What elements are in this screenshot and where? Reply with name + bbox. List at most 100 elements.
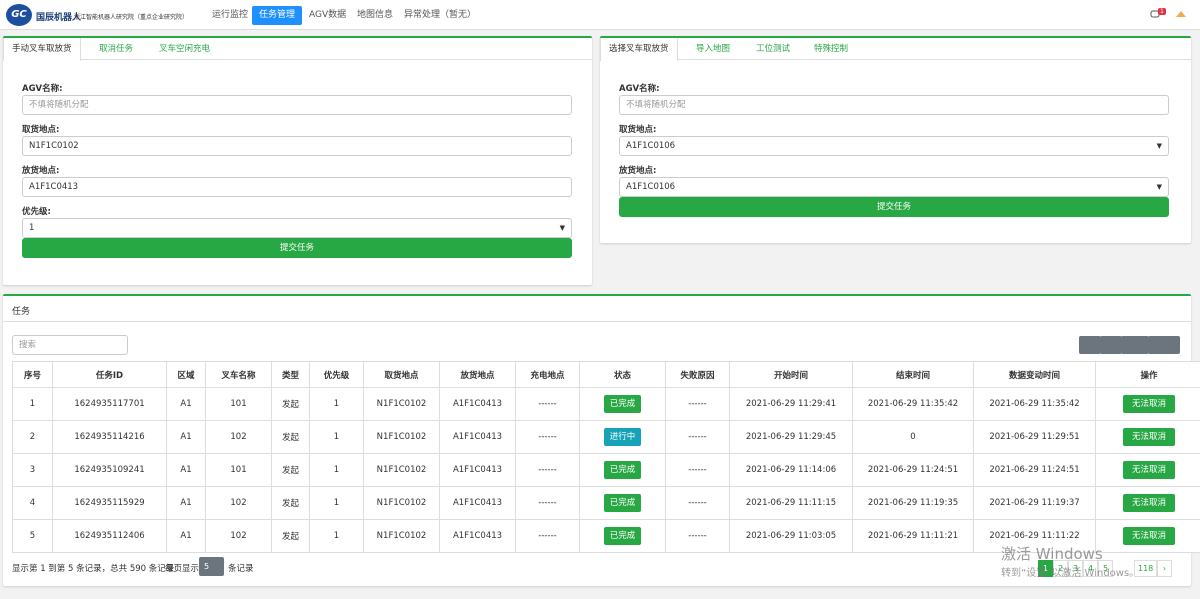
tab[interactable]: 手动叉车取放货 [3, 38, 81, 61]
cell: A1 [166, 453, 206, 487]
tabs: 手动叉车取放货 取消任务 叉车空闲充电 [3, 38, 592, 61]
select[interactable]: 1 ▼ [22, 218, 572, 238]
columns-button[interactable] [1121, 336, 1149, 354]
cell: N1F1C0102 [363, 519, 440, 553]
cell: A1F1C0413 [439, 387, 516, 421]
column-header: 数据变动时间 [973, 361, 1096, 388]
left-panel: 手动叉车取放货 取消任务 叉车空闲充电 AGV名称: 不填将随机分配 取货地点: N1F1C… [3, 36, 592, 285]
cancel-button[interactable]: 无法取消 [1122, 428, 1175, 446]
cell: A1 [166, 420, 206, 454]
cell: 1624935109241 [52, 453, 167, 487]
tab[interactable]: 取消任务 [99, 44, 134, 54]
cell: A1 [166, 486, 206, 520]
export-button[interactable] [1148, 336, 1180, 354]
input[interactable]: A1F1C0413 [22, 177, 572, 197]
field-label: 放货地点: [22, 166, 60, 176]
submit-button[interactable]: 提交任务 [619, 197, 1169, 217]
cell: ------ [515, 420, 580, 454]
input[interactable]: 不填将随机分配 [619, 95, 1169, 115]
cell: ------ [665, 519, 730, 553]
cell: 无法取消 [1095, 519, 1200, 553]
status-badge: 进行中 [603, 428, 642, 446]
cell: 2021-06-29 11:19:37 [973, 486, 1096, 520]
table-row: 1 1624935117701 A1 101 发起 1 N1F1C0102 A1F1C0413… [12, 387, 1200, 421]
input[interactable]: 不填将随机分配 [22, 95, 572, 115]
cell: 2021-06-29 11:35:42 [852, 387, 974, 421]
table-row: 3 1624935109241 A1 101 发起 1 N1F1C0102 A1F1C0413… [12, 453, 1200, 487]
field-label: 优先级: [22, 207, 51, 217]
tab[interactable]: 叉车空闲充电 [159, 44, 211, 54]
search-input[interactable]: 搜索 [12, 335, 128, 355]
column-header: 取货地点 [363, 361, 440, 388]
cell: 2021-06-29 11:19:35 [852, 486, 974, 520]
cell: 102 [205, 420, 272, 454]
cell: 0 [852, 420, 974, 454]
right-panel: 选择叉车取放货 导入地图 工位测试 特殊控制 AGV名称: 不填将随机分配 取货地点: A1F… [600, 36, 1191, 243]
cell: N1F1C0102 [363, 387, 440, 421]
page-button[interactable]: 2 [1053, 560, 1068, 577]
tab[interactable]: 选择叉车取放货 [600, 38, 678, 61]
cell: 发起 [271, 387, 310, 421]
cell: 1 [309, 387, 364, 421]
page-button[interactable]: 118 [1134, 560, 1158, 577]
nav-item[interactable]: AGV数据 [309, 10, 347, 20]
cancel-button[interactable]: 无法取消 [1122, 395, 1175, 413]
cell: ------ [515, 486, 580, 520]
status-badge: 已完成 [603, 527, 642, 545]
page-button[interactable]: 5 [1098, 560, 1113, 577]
nav-item[interactable]: 任务管理 [252, 6, 303, 25]
select[interactable]: A1F1C0106 ▼ [619, 177, 1169, 197]
cell: 1624935117701 [52, 387, 167, 421]
tab[interactable]: 特殊控制 [814, 44, 849, 54]
column-header: 结束时间 [852, 361, 974, 388]
cancel-button[interactable]: 无法取消 [1122, 494, 1175, 512]
cell: 101 [205, 387, 272, 421]
column-header: 类型 [271, 361, 310, 388]
tab[interactable]: 导入地图 [696, 44, 731, 54]
nav-item[interactable]: 地图信息 [357, 10, 394, 20]
cell: 1624935115929 [52, 486, 167, 520]
cell: 发起 [271, 453, 310, 487]
page-button[interactable]: 1 [1038, 560, 1053, 577]
badge: 1 [1158, 8, 1166, 15]
cancel-button[interactable]: 无法取消 [1122, 461, 1175, 479]
cell: 发起 [271, 519, 310, 553]
column-header: 操作 [1095, 361, 1200, 388]
cell: ------ [515, 453, 580, 487]
select-arrow: ▼ [1156, 142, 1162, 150]
cell: 101 [205, 453, 272, 487]
toggle-button[interactable] [1100, 336, 1122, 354]
submit-button[interactable]: 提交任务 [22, 238, 572, 258]
cancel-button[interactable]: 无法取消 [1122, 527, 1175, 545]
task-table: 序号 任务ID 区域 叉车名称 类型 优先级 取货地点 放货地点 充电地点 状态 失败原因 开始时间结… [12, 361, 1200, 553]
cell: N1F1C0102 [363, 420, 440, 454]
cell: 1 [309, 420, 364, 454]
page-button[interactable]: › [1157, 560, 1172, 577]
cell: ------ [515, 519, 580, 553]
per-page-unit: 条记录 [228, 564, 254, 574]
tab[interactable]: 工位测试 [756, 44, 791, 54]
cell: 进行中 [579, 420, 666, 454]
input[interactable]: N1F1C0102 [22, 136, 572, 156]
column-header: 任务ID [52, 361, 167, 388]
cell: ------ [665, 387, 730, 421]
select[interactable]: A1F1C0106 ▼ [619, 136, 1169, 156]
nav-item[interactable]: 异常处理（暂无） [404, 10, 477, 20]
page-button[interactable]: 4 [1083, 560, 1098, 577]
per-page-label: 每页显示 [165, 564, 200, 574]
column-header: 区域 [166, 361, 206, 388]
tabs: 选择叉车取放货 导入地图 工位测试 特殊控制 [600, 38, 1191, 61]
field-label: 取货地点: [22, 125, 60, 135]
cell: 2021-06-29 11:24:51 [973, 453, 1096, 487]
per-page-select[interactable]: 5 [199, 557, 224, 576]
cell: 无法取消 [1095, 420, 1200, 454]
cell: 已完成 [579, 486, 666, 520]
page-button[interactable]: 3 [1068, 560, 1083, 577]
cell: 2021-06-29 11:29:51 [973, 420, 1096, 454]
nav-item[interactable]: 运行监控 [212, 10, 249, 20]
cell: 2021-06-29 11:14:06 [729, 453, 853, 487]
header: GC 国辰机器人 浙江智能机器人研究院（重点企业研究院） 运行监控 任务管理 AGV… [0, 0, 1200, 30]
alert-icon[interactable] [1174, 9, 1188, 21]
cell: 2021-06-29 11:11:15 [729, 486, 853, 520]
refresh-button[interactable] [1079, 336, 1101, 354]
